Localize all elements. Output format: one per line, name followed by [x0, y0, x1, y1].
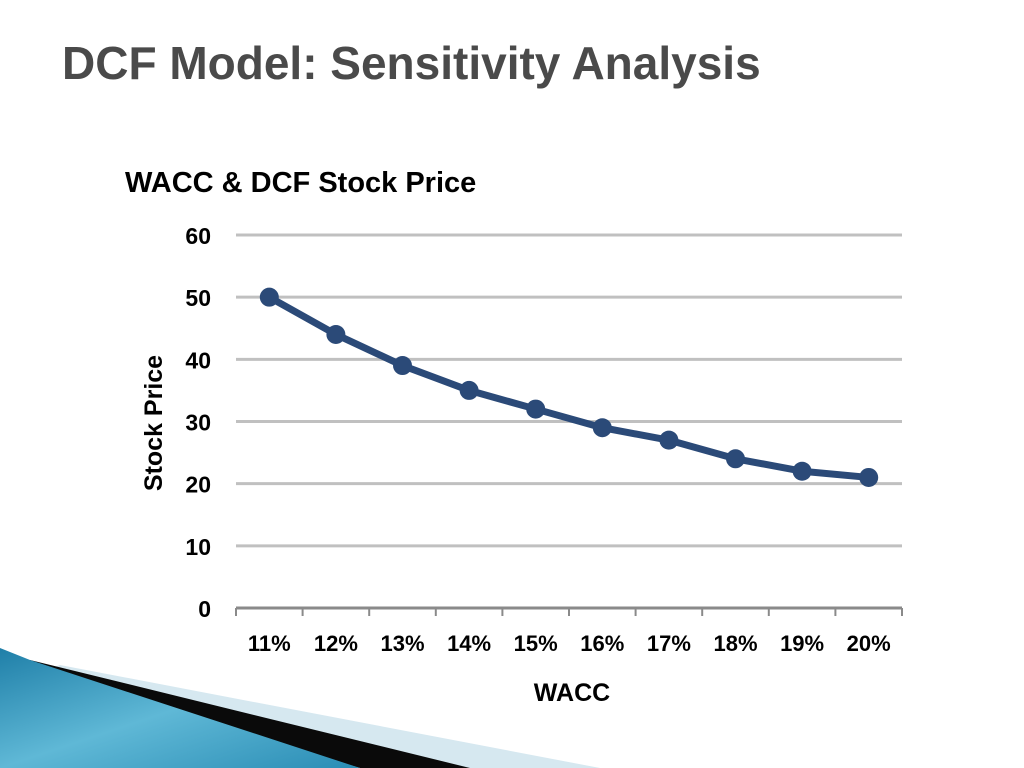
- decor-dark-swoosh: [20, 660, 470, 768]
- x-tick-label: 14%: [447, 631, 491, 656]
- x-axis: [235, 606, 903, 616]
- data-point: [326, 324, 346, 344]
- series-line: [265, 293, 873, 481]
- data-point: [526, 399, 546, 419]
- data-point: [792, 461, 812, 481]
- y-tick-label: 20: [185, 472, 211, 498]
- data-point: [659, 430, 679, 450]
- data-point: [859, 467, 879, 487]
- y-tick-label: 60: [185, 223, 211, 249]
- data-point: [459, 380, 479, 400]
- x-tick-label: 16%: [580, 631, 624, 656]
- decor-light-swoosh: [40, 665, 600, 768]
- y-tick-label: 30: [185, 410, 211, 436]
- y-tick-label: 10: [185, 534, 211, 560]
- series-layer: [259, 287, 879, 487]
- y-tick-label: 40: [185, 347, 211, 373]
- y-axis-label: Stock Price: [140, 355, 168, 491]
- x-tick-label: 18%: [713, 631, 757, 656]
- data-point: [393, 356, 412, 376]
- data-point: [259, 287, 279, 307]
- x-tick-label: 11%: [248, 631, 291, 656]
- x-tick-label: 19%: [780, 631, 824, 656]
- x-axis-label: WACC: [534, 679, 610, 707]
- x-tick-label: 20%: [847, 631, 891, 656]
- data-point: [726, 449, 745, 469]
- slide-title: DCF Model: Sensitivity Analysis: [62, 37, 761, 89]
- decor-teal-swoosh: [0, 648, 360, 768]
- y-tick-labels: 0 10 20 30 40 50 60: [185, 223, 211, 622]
- x-tick-label: 12%: [314, 631, 358, 656]
- x-tick-label: 15%: [514, 631, 558, 656]
- y-tick-label: 50: [185, 285, 211, 311]
- y-tick-label: 0: [198, 596, 211, 622]
- chart-title: WACC & DCF Stock Price: [125, 167, 476, 199]
- x-tick-label: 17%: [647, 631, 691, 656]
- x-tick-labels: 11% 12% 13% 14% 15% 16% 17% 18% 19% 20%: [248, 631, 891, 656]
- data-point: [592, 418, 612, 438]
- x-tick-label: 13%: [380, 631, 424, 656]
